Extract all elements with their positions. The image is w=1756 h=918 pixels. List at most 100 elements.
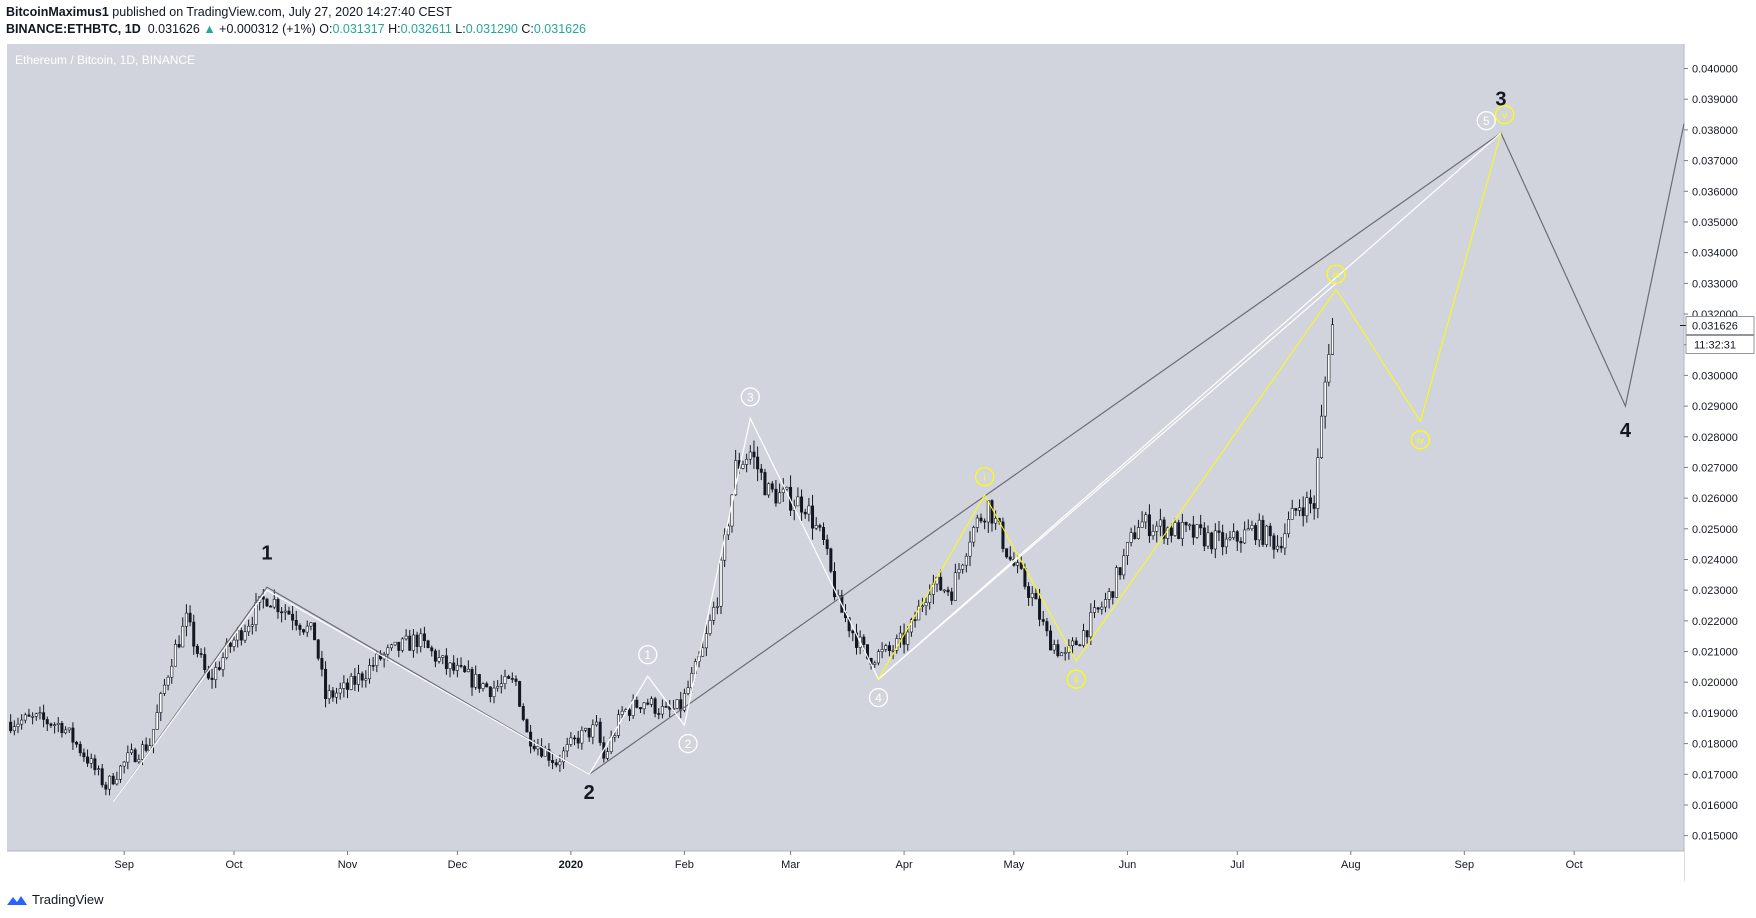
- candle-body: [488, 686, 492, 697]
- y-tick-label: 0.027000: [1692, 462, 1738, 474]
- candle-body: [338, 688, 342, 694]
- candle-body: [690, 673, 694, 689]
- candle-body: [1184, 522, 1188, 526]
- candle-body: [397, 641, 401, 651]
- candle-body: [378, 653, 382, 660]
- candle-body: [276, 599, 280, 613]
- candle-body: [507, 676, 511, 679]
- candle-body: [1008, 556, 1012, 560]
- candle-body: [463, 666, 467, 673]
- candle-body: [598, 721, 602, 743]
- x-tick-label: Sep: [1455, 859, 1475, 871]
- candle-body: [283, 610, 287, 613]
- candle-body: [481, 683, 485, 689]
- candle-body: [1052, 644, 1056, 651]
- candle-body: [635, 699, 639, 708]
- candle-body: [1023, 568, 1027, 587]
- candle-body: [686, 687, 690, 694]
- candle-body: [587, 727, 591, 738]
- publisher-name[interactable]: BitcoinMaximus1: [6, 5, 109, 19]
- candle-body: [1096, 607, 1100, 610]
- candle-body: [1195, 524, 1199, 538]
- candle-body: [214, 667, 218, 680]
- candle-body: [78, 743, 82, 754]
- time-axis-panel: [0, 851, 1684, 881]
- chart-plot-area[interactable]: [7, 44, 1684, 851]
- candle-body: [357, 673, 361, 685]
- candle-body: [140, 744, 144, 760]
- candle-body: [865, 644, 869, 659]
- candle-body: [525, 719, 529, 733]
- y-tick-label: 0.022000: [1692, 616, 1738, 628]
- candle-body: [1060, 652, 1064, 657]
- candle-body: [1246, 528, 1250, 531]
- candle-body: [763, 472, 767, 496]
- candle-body: [342, 682, 346, 689]
- candle-body: [565, 744, 569, 752]
- white-wave-marker: [638, 644, 658, 665]
- candle-body: [111, 775, 115, 785]
- candle-body: [49, 723, 53, 726]
- candle-body: [1045, 621, 1049, 632]
- candle-body: [250, 624, 254, 627]
- x-tick-label: 2020: [559, 859, 583, 871]
- candle-body: [704, 633, 708, 649]
- candle-body: [1136, 527, 1140, 539]
- candle-body: [470, 669, 474, 688]
- candle-body: [20, 719, 24, 725]
- y-tick-label: 0.025000: [1692, 524, 1738, 536]
- candle-body: [1320, 415, 1324, 458]
- yellow-wave-path: [878, 132, 1502, 680]
- candle-body: [1129, 532, 1133, 543]
- candle-body: [1265, 525, 1269, 545]
- candle-body: [1078, 644, 1082, 647]
- candle-body: [1133, 532, 1137, 539]
- y-tick-label: 0.035000: [1692, 217, 1738, 229]
- candle-body: [576, 737, 580, 744]
- candle-body: [862, 636, 866, 645]
- candle-body: [239, 630, 243, 641]
- candle-body: [1151, 531, 1155, 537]
- candle-body: [701, 647, 705, 657]
- candle-body: [1199, 524, 1203, 529]
- candle-body: [734, 460, 738, 496]
- candle-body: [873, 662, 877, 665]
- candle-body: [1298, 507, 1302, 511]
- major-wave-label: 2: [584, 782, 595, 804]
- candle-body: [1180, 522, 1184, 539]
- candle-body: [1111, 591, 1115, 598]
- candle-body: [1250, 525, 1254, 530]
- candle-body: [173, 644, 177, 667]
- candle-body: [31, 716, 35, 718]
- candle-body: [781, 488, 785, 493]
- candle-body: [638, 707, 642, 710]
- candle-body: [649, 698, 653, 705]
- candle-body: [627, 709, 631, 716]
- tradingview-brand[interactable]: TradingView: [32, 892, 104, 907]
- candle-body: [1169, 527, 1173, 536]
- candle-body: [419, 633, 423, 647]
- candle-body: [741, 464, 745, 469]
- candle-body: [34, 713, 38, 717]
- candle-body: [320, 658, 324, 670]
- candle-body: [119, 765, 123, 780]
- candle-body: [217, 667, 221, 670]
- high-label: H:: [388, 22, 401, 36]
- x-tick-label: Sep: [114, 859, 134, 871]
- candle-body: [448, 662, 452, 669]
- yellow-wave-marker: [1494, 104, 1515, 125]
- candle-body: [953, 572, 957, 601]
- candle-body: [93, 758, 97, 771]
- yellow-wave-label: i: [984, 473, 986, 484]
- candle-body: [144, 744, 148, 751]
- candle-body: [1092, 607, 1096, 613]
- y-tick-label: 0.016000: [1692, 800, 1738, 812]
- candle-body: [309, 622, 313, 627]
- price-axis-panel: [1684, 44, 1756, 881]
- tradingview-logo-icon[interactable]: [6, 894, 28, 906]
- candle-body: [1173, 522, 1177, 536]
- candle-body: [551, 760, 555, 763]
- candle-body: [455, 665, 459, 671]
- candle-body: [86, 756, 90, 764]
